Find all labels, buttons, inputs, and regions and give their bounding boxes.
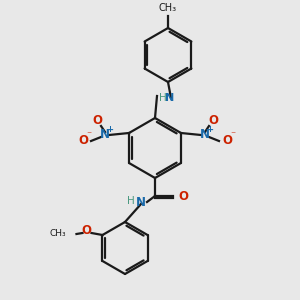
Text: N: N (100, 128, 110, 142)
Text: O: O (178, 190, 188, 203)
Text: H: H (159, 93, 167, 103)
Text: CH₃: CH₃ (159, 3, 177, 13)
Text: ⁻: ⁻ (86, 130, 92, 140)
Text: O: O (82, 224, 92, 238)
Text: ⁻: ⁻ (230, 130, 236, 140)
Text: H: H (127, 196, 135, 206)
Text: N: N (165, 93, 174, 103)
Text: O: O (92, 113, 102, 127)
Text: N: N (136, 196, 146, 209)
Text: O: O (78, 134, 88, 148)
Text: CH₃: CH₃ (50, 230, 67, 238)
Text: O: O (222, 134, 232, 148)
Text: N: N (200, 128, 210, 142)
Text: +: + (206, 125, 214, 134)
Text: +: + (106, 125, 113, 134)
Text: O: O (208, 113, 218, 127)
